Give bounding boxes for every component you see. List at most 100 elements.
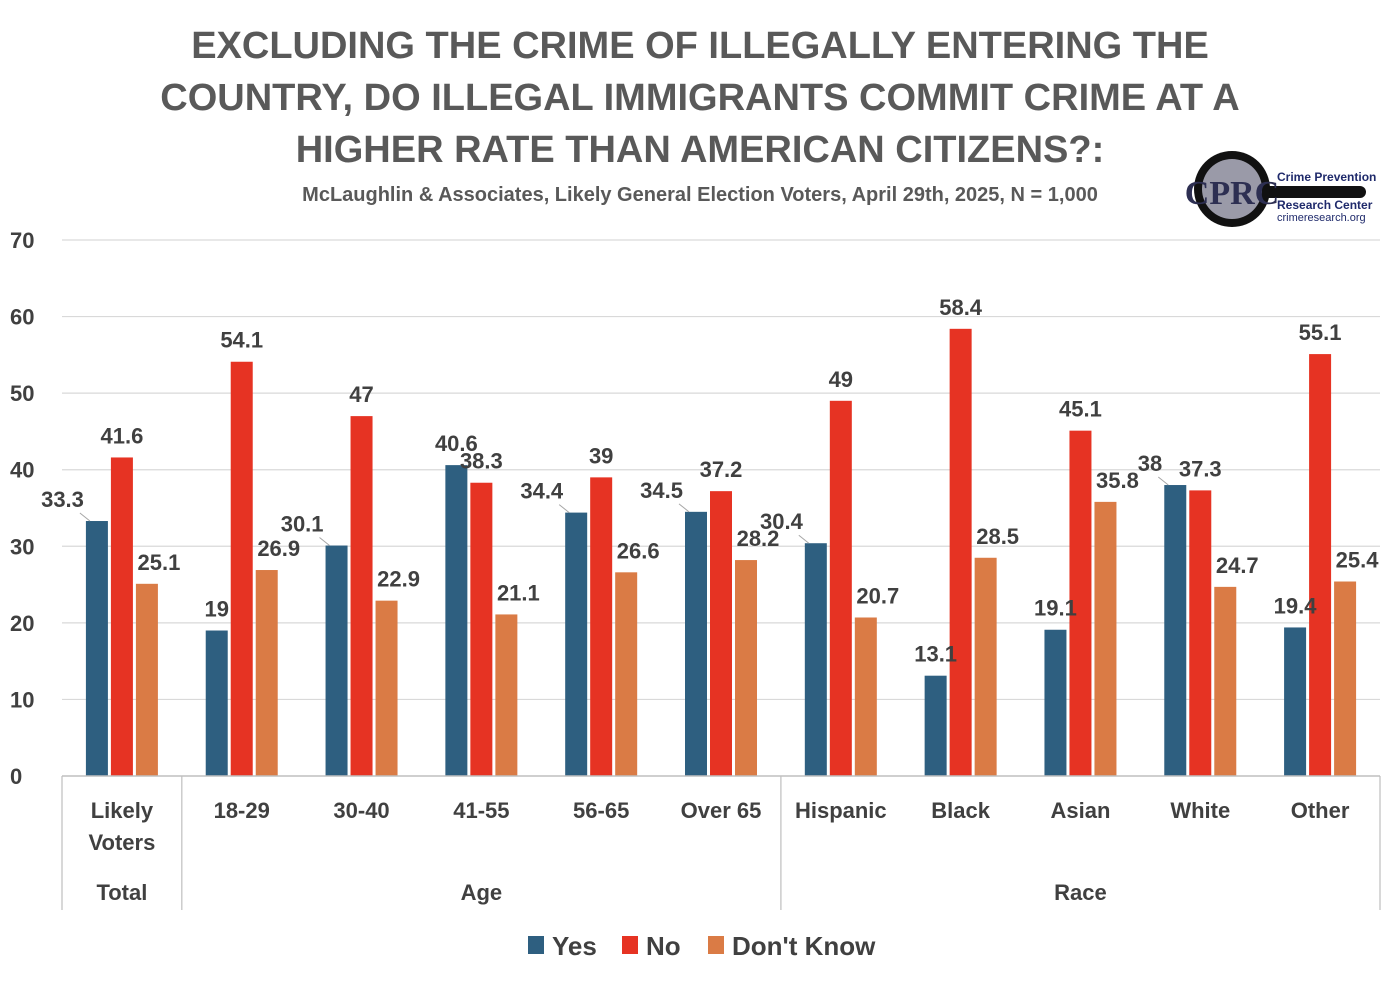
data-label: 26.9 — [257, 536, 300, 561]
bar-yes-5 — [685, 511, 707, 776]
data-label: 45.1 — [1059, 397, 1102, 422]
bar-don-t-know-5 — [735, 560, 757, 776]
bar-don-t-know-0 — [135, 583, 158, 776]
bar-no-1 — [230, 361, 253, 776]
data-label: 40.6 — [435, 431, 478, 456]
data-label: 34.4 — [520, 479, 564, 504]
x-category-label: White — [1170, 798, 1230, 823]
bar-no-6 — [829, 400, 852, 776]
data-label: 19.4 — [1274, 593, 1318, 618]
legend-swatch-yes — [528, 936, 544, 954]
data-label: 22.9 — [377, 567, 420, 592]
x-category-label: 56-65 — [573, 798, 629, 823]
x-category-label: Over 65 — [681, 798, 762, 823]
data-label: 21.1 — [497, 580, 540, 605]
y-tick-label: 10 — [10, 687, 34, 712]
bar-no-8 — [1069, 430, 1092, 776]
logo-magnifier-handle — [1250, 186, 1366, 198]
x-group-label: Age — [461, 880, 503, 905]
data-label: 39 — [589, 443, 613, 468]
data-label: 37.2 — [700, 457, 743, 482]
bar-don-t-know-6 — [854, 617, 877, 776]
data-label: 37.3 — [1179, 456, 1222, 481]
data-label: 33.3 — [41, 487, 84, 512]
bar-don-t-know-1 — [255, 570, 278, 776]
label-leader-lines — [79, 476, 1169, 546]
data-labels: 33.3 41.6 25.1 19 54.1 26.930.1 47 22.9 40.638.3… — [41, 295, 1379, 667]
data-label: 20.7 — [856, 583, 899, 608]
bar-no-7 — [949, 328, 972, 776]
logo-line-1: Crime Prevention — [1277, 170, 1376, 184]
data-label: 25.4 — [1336, 548, 1380, 573]
label-leader-line — [319, 537, 330, 546]
y-tick-label: 60 — [10, 305, 34, 330]
bar-yes-9 — [1164, 485, 1187, 776]
bar-no-9 — [1189, 490, 1212, 776]
bar-yes-6 — [804, 543, 827, 776]
legend-label: No — [646, 931, 681, 961]
bar-don-t-know-9 — [1214, 586, 1237, 776]
x-category-label: Other — [1291, 798, 1350, 823]
data-label: 47 — [349, 382, 373, 407]
data-label: 34.5 — [640, 478, 683, 503]
legend-label: Don't Know — [732, 931, 876, 961]
bar-no-4 — [590, 477, 613, 776]
data-label: 13.1 — [914, 642, 957, 667]
y-axis: 0 10 20 30 40 50 60 70 — [10, 228, 34, 789]
bar-don-t-know-2 — [375, 600, 398, 776]
bar-yes-2 — [325, 545, 348, 776]
data-label: 54.1 — [220, 328, 263, 353]
logo-monogram: CPRC — [1185, 175, 1279, 212]
bar-don-t-know-3 — [495, 614, 518, 776]
bar-no-10 — [1309, 354, 1332, 776]
x-category-label: 30-40 — [333, 798, 389, 823]
data-label: 38 — [1138, 451, 1162, 476]
data-label: 30.4 — [760, 509, 804, 534]
bar-don-t-know-7 — [974, 557, 997, 776]
logo-magnifier-lens — [1202, 159, 1262, 219]
label-leader-line — [798, 534, 810, 544]
label-leader-line — [1157, 476, 1169, 486]
x-category-label: Asian — [1050, 798, 1110, 823]
bar-no-0 — [110, 457, 133, 776]
x-axis: Likely Voters 18-29 30-40 41-55 56-65 Over 65 H… — [61, 775, 1381, 910]
chart-title-line-1: EXCLUDING THE CRIME OF ILLEGALLY ENTERIN… — [191, 25, 1209, 67]
x-category-label: 18-29 — [214, 798, 270, 823]
bar-yes-4 — [565, 512, 588, 776]
data-label: 30.1 — [281, 512, 324, 537]
label-leader-line — [558, 504, 570, 513]
data-label: 24.7 — [1216, 553, 1259, 578]
x-category-label: Likely — [91, 798, 154, 823]
bar-no-5 — [710, 491, 732, 776]
x-category-label: Voters — [88, 830, 155, 855]
bar-yes-10 — [1284, 627, 1307, 776]
data-label: 41.6 — [100, 423, 143, 448]
y-tick-label: 40 — [10, 458, 34, 483]
bar-yes-1 — [205, 630, 228, 776]
legend-label: Yes — [552, 931, 597, 961]
data-label: 28.5 — [976, 524, 1019, 549]
x-category-label: Hispanic — [795, 798, 887, 823]
cprc-logo: CPRC Crime Prevention Research Center cr… — [1185, 151, 1376, 227]
y-tick-label: 30 — [10, 534, 34, 559]
data-label: 55.1 — [1299, 320, 1342, 345]
label-leader-line — [678, 503, 690, 513]
bar-don-t-know-10 — [1334, 581, 1357, 776]
legend: Yes No Don't Know — [528, 931, 876, 961]
bars — [85, 328, 1357, 776]
y-tick-label: 50 — [10, 381, 34, 406]
data-label: 38.3 — [460, 449, 503, 474]
x-group-label: Total — [96, 880, 147, 905]
x-group-label: Race — [1054, 880, 1107, 905]
legend-swatch-don-t-know — [708, 936, 724, 954]
data-label: 58.4 — [939, 295, 983, 320]
bar-yes-8 — [1044, 629, 1067, 776]
data-label: 26.6 — [617, 538, 660, 563]
data-label: 25.1 — [137, 550, 180, 575]
chart-title-line-3: HIGHER RATE THAN AMERICAN CITIZENS?: — [296, 129, 1105, 171]
logo-line-3: crimeresearch.org — [1277, 212, 1366, 224]
bar-no-3 — [470, 482, 493, 776]
legend-swatch-no — [622, 936, 638, 954]
data-label: 49 — [829, 367, 853, 392]
chart-subtitle: McLaughlin & Associates, Likely General … — [302, 184, 1098, 206]
